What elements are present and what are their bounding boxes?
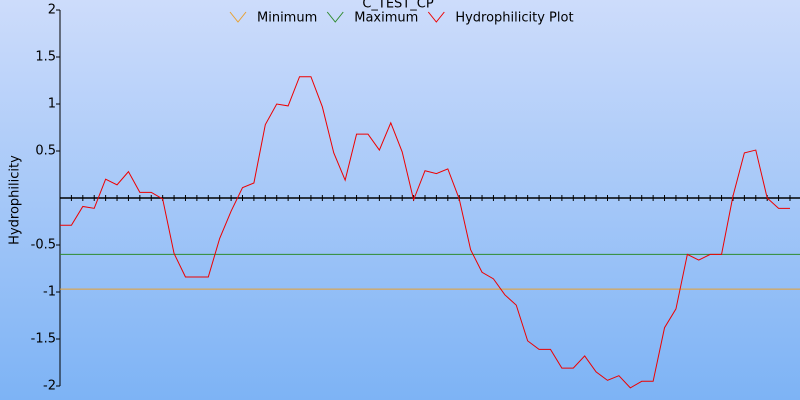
data-line bbox=[60, 76, 790, 389]
legend-icon bbox=[427, 11, 445, 23]
y-tick-label: 0.5 bbox=[35, 144, 56, 159]
y-axis-label: Hydrophilicity bbox=[8, 155, 23, 245]
y-tick-label: 1.5 bbox=[35, 50, 56, 65]
legend-icon bbox=[229, 11, 247, 23]
y-tick-label: -2 bbox=[43, 379, 56, 394]
y-tick-label: -1 bbox=[43, 285, 56, 300]
legend-label: Minimum bbox=[257, 11, 317, 26]
legend-icon bbox=[326, 11, 344, 23]
legend-label: Maximum bbox=[354, 11, 418, 26]
y-tick-label: 2 bbox=[48, 3, 56, 18]
y-tick-label: -0.5 bbox=[31, 238, 56, 253]
chart-title: C_TEST_CP bbox=[362, 0, 434, 12]
y-tick-label: -1.5 bbox=[31, 332, 56, 347]
y-tick-label: 1 bbox=[48, 97, 56, 112]
legend: Minimum Maximum Hydrophilicity Plot bbox=[229, 11, 574, 26]
legend-label: Hydrophilicity Plot bbox=[455, 11, 573, 26]
